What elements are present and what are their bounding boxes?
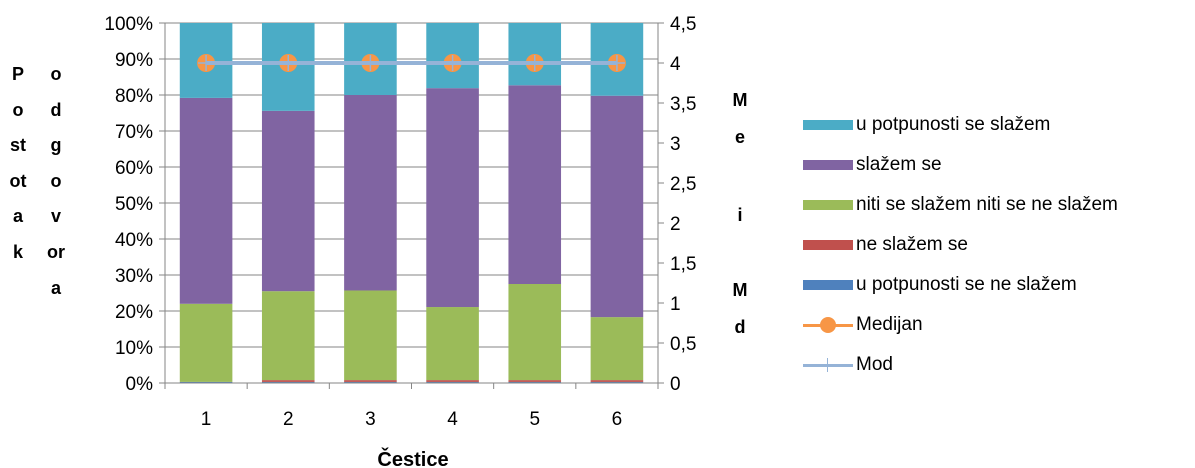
y-right-tick-label: 3,5 (670, 94, 696, 115)
bar-segment (426, 88, 479, 308)
bar-segment (590, 380, 644, 382)
bar-segment (179, 303, 233, 382)
y-right-tick-label: 2 (670, 214, 681, 235)
bar-segment (426, 381, 479, 383)
x-tick-label: 5 (529, 409, 540, 430)
axes (164, 23, 659, 389)
bar-segment (261, 381, 315, 383)
y-right-tick-label: 1,5 (670, 254, 696, 275)
y-left-tick-label: 20% (115, 302, 153, 323)
y-left-tick-label: 0% (126, 374, 154, 395)
y-right-tick-label: 4 (670, 54, 681, 75)
bar-segment (426, 307, 479, 381)
y-right-axis-label-col1: Me (732, 90, 748, 147)
y-left-tick-label: 90% (115, 50, 153, 71)
y-right-axis-label-conj: i (737, 205, 743, 225)
legend-marker-plus-icon (827, 358, 828, 372)
bar-segment (261, 110, 315, 292)
y-left-tick-label: 70% (115, 122, 153, 143)
x-tick-label: 2 (283, 409, 294, 430)
legend-label: ne slažem se (856, 234, 968, 255)
bar-segment (344, 380, 397, 382)
x-tick-labels: 1 2 3 4 5 6 (201, 409, 622, 430)
y-right-tick-label: 2,5 (670, 174, 696, 195)
y-left-tick-label: 100% (104, 14, 153, 35)
y-right-tick-label: 3 (670, 134, 681, 155)
y-left-tick-label: 50% (115, 194, 153, 215)
legend-label: Medijan (856, 314, 923, 335)
y-left-axis-label-col1: Postotak (9, 64, 27, 262)
y-right-tick-label: 0 (670, 374, 681, 395)
bar-segment (344, 95, 397, 291)
y-left-tick-label: 60% (115, 158, 153, 179)
bar-segment (508, 380, 562, 382)
legend-swatch (803, 280, 853, 290)
bar-segment (426, 380, 479, 382)
y-left-tick-label: 40% (115, 230, 153, 251)
x-tick-label: 3 (365, 409, 376, 430)
y-left-tick-label: 30% (115, 266, 153, 287)
bar-segment (590, 95, 644, 318)
x-tick-label: 6 (612, 409, 623, 430)
y-right-axis-label-col2: Md (732, 280, 748, 337)
gridlines (159, 22, 658, 384)
y-left-tick-label: 10% (115, 338, 153, 359)
line-series (197, 54, 626, 72)
legend-line (803, 364, 853, 367)
bar-segment (590, 381, 644, 383)
bar-segment (344, 381, 397, 383)
bar-segment (344, 290, 397, 381)
bars (179, 23, 644, 383)
y-right-tick-label: 4,5 (670, 14, 696, 35)
bar-segment (179, 97, 233, 304)
legend-swatch (803, 240, 853, 250)
bar-segment (508, 381, 562, 383)
legend-label: u potpunosti se ne slažem (856, 274, 1077, 295)
y-right-tick-label: 1 (670, 294, 681, 315)
y-left-axis-label-col2: odgovora (47, 64, 65, 298)
bar-segment (590, 317, 644, 381)
legend-swatch (803, 200, 853, 210)
bar-segment (179, 381, 233, 383)
bar-segment (261, 380, 315, 382)
x-tick-label: 4 (447, 409, 458, 430)
x-tick-label: 1 (201, 409, 212, 430)
bar-segment (261, 291, 315, 381)
legend-label: u potpunosti se slažem (856, 114, 1051, 135)
bar-segment (508, 85, 562, 284)
y-left-tick-labels: 0% 10% 20% 30% 40% 50% 60% 70% 80% 90% 100% (104, 14, 153, 395)
legend-swatch (803, 120, 853, 130)
legend-swatch (803, 160, 853, 170)
legend-label: slažem se (856, 154, 942, 175)
bar-segment (508, 284, 562, 381)
x-axis-label: Čestice (377, 447, 448, 468)
y-right-tick-label: 0,5 (670, 334, 696, 355)
legend-label: niti se slažem niti se ne slažem (856, 194, 1118, 215)
y-right-tick-labels: 0 0,5 1 1,5 2 2,5 3 3,5 4 4,5 (658, 14, 696, 395)
y-left-tick-label: 80% (115, 86, 153, 107)
legend-label: Mod (856, 354, 893, 375)
legend-marker-circle-icon (820, 317, 836, 333)
